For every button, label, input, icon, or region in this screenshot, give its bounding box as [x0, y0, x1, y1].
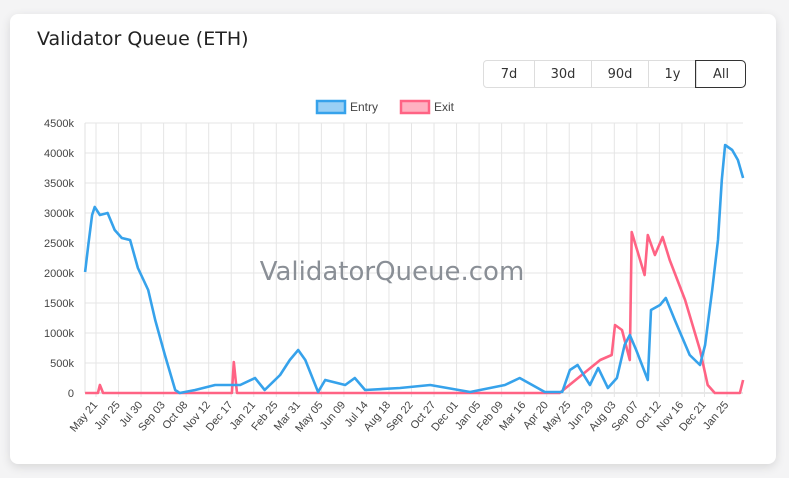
range-30d-button[interactable]: 30d [534, 61, 591, 87]
range-all-button[interactable]: All [695, 60, 746, 88]
y-tick-label: 1000k [44, 328, 74, 340]
x-tick-label: May 21 [68, 399, 100, 434]
y-tick-label: 3500k [44, 178, 74, 190]
y-tick-label: 4000k [44, 148, 74, 160]
legend-swatch-entry [315, 99, 347, 115]
legend-swatch-exit [399, 99, 431, 115]
y-tick-label: 2500k [44, 238, 74, 250]
time-range-selector: 7d 30d 90d 1y All [483, 60, 746, 88]
y-tick-label: 0 [68, 388, 74, 400]
y-tick-label: 1500k [44, 298, 74, 310]
y-tick-label: 3000k [44, 208, 74, 220]
series-line-entry [83, 143, 745, 395]
range-7d-button[interactable]: 7d [484, 61, 534, 87]
legend-label-entry: Entry [350, 100, 378, 114]
y-tick-label: 4500k [44, 118, 74, 130]
range-90d-button[interactable]: 90d [591, 61, 648, 87]
range-1y-button[interactable]: 1y [648, 61, 696, 87]
watermark: ValidatorQueue.com [260, 257, 525, 287]
y-tick-label: 500k [50, 358, 74, 370]
card-title: Validator Queue (ETH) [37, 28, 249, 50]
legend-label-exit: Exit [434, 100, 455, 114]
series-line-exit [85, 230, 745, 395]
y-tick-label: 2000k [44, 268, 74, 280]
